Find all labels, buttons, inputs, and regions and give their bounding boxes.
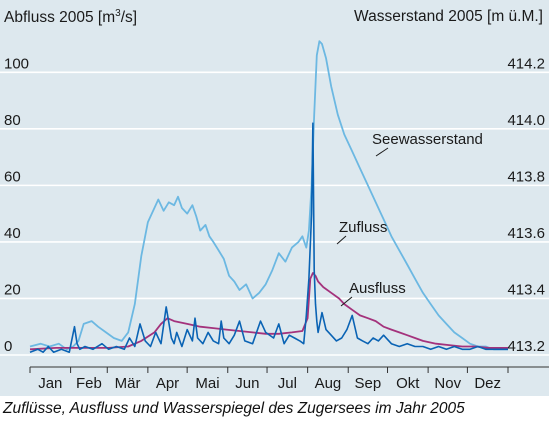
month-label: Apr bbox=[156, 375, 179, 392]
month-label: Nov bbox=[434, 375, 461, 392]
month-label: Jul bbox=[278, 375, 297, 392]
series-line-zufluss bbox=[29, 122, 508, 354]
right-tick-label: 413.2 bbox=[507, 338, 545, 355]
left-axis-title: Abfluss 2005 [m3/s] bbox=[4, 8, 138, 27]
right-tick-label: 414.2 bbox=[507, 55, 545, 72]
right-tick-label: 413.4 bbox=[507, 281, 545, 298]
series-label-ausfluss: Ausfluss bbox=[349, 280, 406, 297]
month-label: Sep bbox=[355, 375, 382, 392]
right-tick-label: 413.6 bbox=[507, 225, 545, 242]
month-label: Okt bbox=[396, 375, 420, 392]
series-label-seewasserstand: Seewasserstand bbox=[372, 131, 483, 148]
month-label: Mär bbox=[115, 375, 141, 392]
chart-plot: 0 20 40 60 80 100 413.2 413.4 413.6 413.8 414.0 414… bbox=[0, 40, 549, 392]
month-label: Jun bbox=[235, 375, 259, 392]
left-tick-label: 20 bbox=[4, 281, 21, 298]
annotation-leader bbox=[375, 147, 389, 157]
left-tick-label: 60 bbox=[4, 168, 21, 185]
annotation-leader bbox=[340, 296, 353, 307]
right-tick-label: 413.8 bbox=[507, 168, 545, 185]
month-label: Aug bbox=[315, 375, 342, 392]
right-tick-label: 414.0 bbox=[507, 112, 545, 129]
chart-panel bbox=[0, 0, 549, 396]
month-label: Jan bbox=[38, 375, 62, 392]
series-line-seewasserstand bbox=[29, 40, 508, 351]
month-label: Dez bbox=[474, 375, 501, 392]
left-tick-label: 80 bbox=[4, 112, 21, 129]
left-tick-label: 0 bbox=[4, 338, 12, 355]
left-tick-label: 40 bbox=[4, 225, 21, 242]
month-label: Mai bbox=[195, 375, 219, 392]
series-label-zufluss: Zufluss bbox=[339, 219, 387, 236]
left-tick-label: 100 bbox=[4, 55, 29, 72]
month-label: Feb bbox=[76, 375, 102, 392]
annotation-leader bbox=[336, 235, 347, 245]
figure-caption: Zuflüsse, Ausfluss und Wasserspiegel des… bbox=[3, 400, 465, 417]
right-axis-title: Wasserstand 2005 [m ü.M.] bbox=[354, 8, 543, 25]
